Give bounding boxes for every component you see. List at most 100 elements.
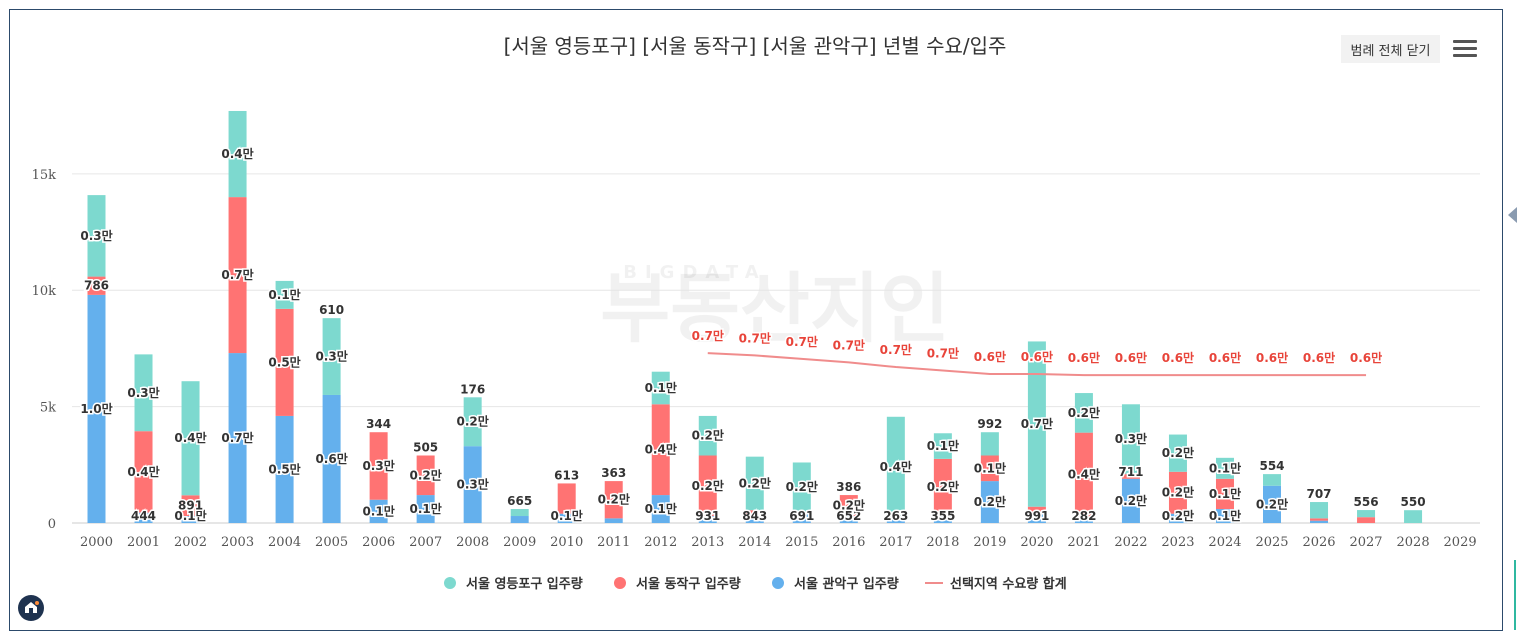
bar-segment[interactable] (1215, 457, 1234, 479)
bar-segment[interactable] (651, 371, 670, 405)
bar-segment[interactable] (87, 276, 106, 295)
bar-segment[interactable] (416, 495, 435, 523)
bar-segment[interactable] (1357, 510, 1376, 518)
bar-segment[interactable] (1357, 517, 1376, 523)
bar-segment[interactable] (1168, 434, 1187, 472)
bar-total-label: 556 (1354, 495, 1379, 509)
bar-segment[interactable] (1168, 513, 1187, 523)
bar-segment[interactable] (980, 481, 999, 523)
legend-item[interactable]: 선택지역 수요량 합계 (925, 576, 1067, 592)
bar-segment[interactable] (933, 433, 952, 459)
bar-data-label: 0.3만 (457, 477, 489, 492)
side-scroll-arrow-icon[interactable] (1508, 207, 1517, 223)
x-tick-label: 2020 (1020, 535, 1053, 550)
bar-segment[interactable] (698, 415, 717, 456)
bar-segment[interactable] (1027, 506, 1046, 514)
bar-segment[interactable] (134, 431, 153, 513)
bar-segment[interactable] (1310, 518, 1329, 521)
bar-data-label: 0.1만 (551, 508, 583, 523)
x-tick-label: 2007 (409, 535, 442, 550)
bar-segment[interactable] (181, 381, 200, 496)
bar-segment[interactable] (1310, 502, 1329, 519)
bar-segment[interactable] (87, 195, 106, 277)
bar-segment[interactable] (604, 518, 623, 523)
bar-segment[interactable] (745, 517, 764, 523)
bar-segment[interactable] (1121, 404, 1140, 475)
bar-segment[interactable] (886, 416, 905, 517)
bar-segment[interactable] (181, 495, 200, 517)
bar-segment[interactable] (1027, 513, 1046, 523)
bar-segment[interactable] (1215, 509, 1234, 523)
bar-segment[interactable] (322, 394, 341, 523)
bar-segment[interactable] (933, 458, 952, 515)
bar-segment[interactable] (980, 455, 999, 482)
bar-segment[interactable] (275, 308, 294, 416)
bar-segment[interactable] (1027, 341, 1046, 507)
bar-segment[interactable] (463, 397, 482, 447)
bar-segment[interactable] (839, 495, 858, 517)
bar-segment[interactable] (134, 512, 153, 523)
bar-segment[interactable] (369, 432, 388, 500)
bar-segment[interactable] (275, 415, 294, 523)
bar-segment[interactable] (745, 456, 764, 511)
bar-segment[interactable] (228, 197, 247, 354)
bar-segment[interactable] (322, 318, 341, 395)
bar-segment[interactable] (651, 404, 670, 496)
bar-segment[interactable] (510, 516, 529, 523)
bar-segment[interactable] (1263, 485, 1281, 523)
bar-segment[interactable] (604, 481, 623, 519)
bar-segment[interactable] (1074, 393, 1093, 433)
x-tick-label: 2022 (1114, 535, 1147, 550)
bar-segment[interactable] (228, 353, 247, 523)
home-logo-icon[interactable] (18, 595, 44, 621)
bar-segment[interactable] (510, 509, 529, 517)
bar-data-label: 0.7만 (221, 267, 253, 282)
bar-segment[interactable] (1121, 478, 1140, 523)
bar-segment[interactable] (369, 499, 388, 523)
bar-segment[interactable] (416, 455, 435, 496)
bar-segment[interactable] (1215, 478, 1234, 510)
bar-data-label: 0.7만 (1021, 416, 1053, 431)
legend-item[interactable]: 서울 관악구 입주량 (772, 576, 899, 592)
x-tick-label: 2006 (362, 535, 395, 550)
bar-segment[interactable] (275, 280, 294, 309)
bar-data-label: 0.3만 (127, 385, 159, 400)
bar-segment[interactable] (933, 514, 952, 523)
bar-segment[interactable] (698, 455, 717, 517)
x-tick-label: 2011 (597, 535, 630, 550)
bar-segment[interactable] (1404, 510, 1423, 523)
bar-segment[interactable] (886, 516, 905, 523)
bar-segment[interactable] (792, 462, 811, 512)
bar-data-label: 931 (695, 509, 720, 523)
bar-segment[interactable] (1263, 474, 1281, 486)
bar-segment[interactable] (792, 511, 811, 523)
hamburger-menu-icon[interactable] (1453, 40, 1477, 60)
bar-segment[interactable] (1121, 474, 1140, 479)
x-tick-label: 2019 (973, 535, 1006, 550)
bar-data-label: 843 (742, 509, 767, 523)
bar-segment[interactable] (651, 495, 670, 523)
bar-segment[interactable] (134, 354, 153, 432)
legend-toggle-button[interactable]: 범례 전체 닫기 (1341, 35, 1440, 63)
bar-segment[interactable] (463, 446, 482, 523)
legend-item[interactable]: 서울 동작구 입주량 (614, 576, 741, 592)
bar-segment[interactable] (228, 110, 247, 198)
bar-segment[interactable] (87, 294, 106, 523)
bar-segment[interactable] (1168, 471, 1187, 514)
bar-segment[interactable] (1074, 516, 1093, 523)
bar-segment[interactable] (181, 516, 200, 523)
bar-data-label: 0.2만 (833, 498, 865, 513)
bar-data-label: 0.2만 (739, 475, 771, 490)
legend-item[interactable]: 서울 영등포구 입주량 (444, 576, 583, 592)
bar-segment[interactable] (980, 432, 999, 456)
legend-marker (444, 577, 456, 589)
bar-segment[interactable] (557, 513, 576, 523)
bar-segment[interactable] (745, 510, 764, 518)
bar-segment[interactable] (557, 483, 576, 514)
bar-segment[interactable] (698, 516, 717, 523)
demand-line[interactable] (707, 352, 1367, 377)
bar-segment[interactable] (1074, 432, 1093, 517)
bar-segment[interactable] (839, 516, 858, 523)
bar-segment[interactable] (1310, 520, 1329, 523)
line-data-label: 0.6만 (974, 349, 1006, 364)
